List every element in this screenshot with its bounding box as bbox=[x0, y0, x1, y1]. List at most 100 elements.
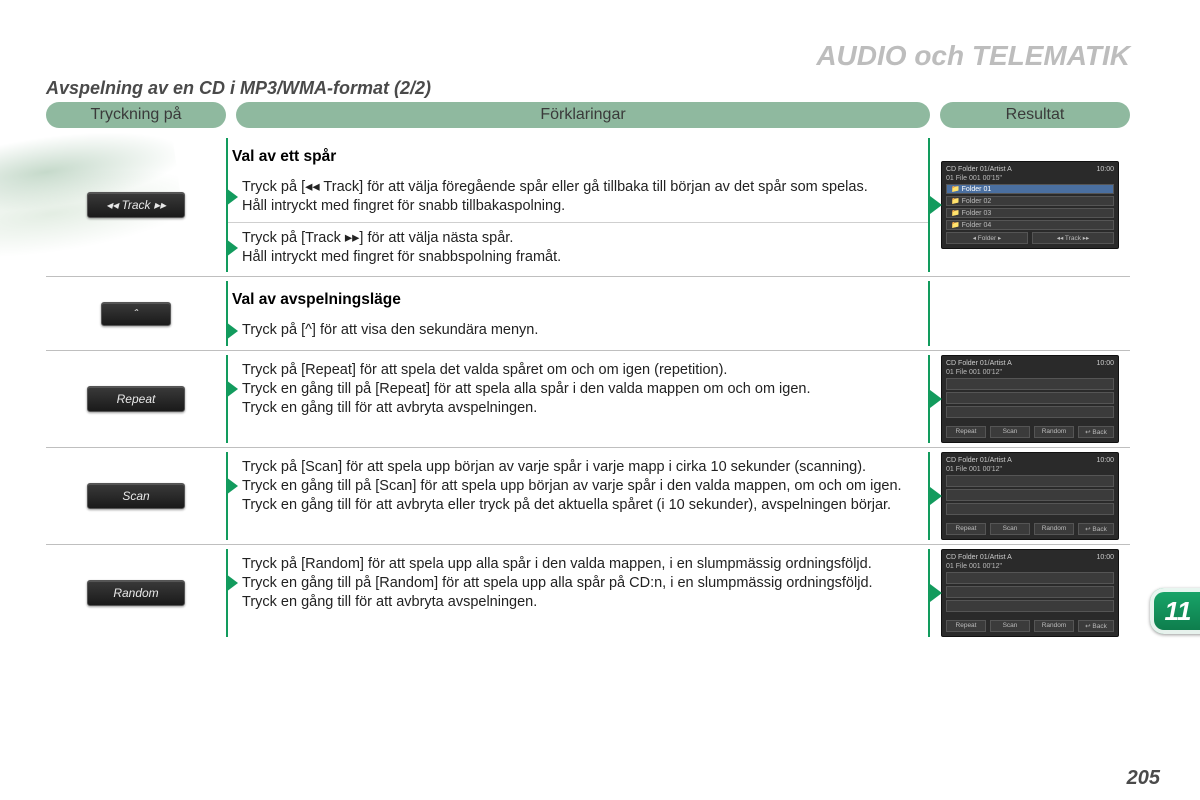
screen-bot: Random bbox=[1034, 620, 1074, 632]
screen-top-left: CD Folder 01/Artist A bbox=[946, 166, 1012, 173]
screen-sub: 01 File 001 00'15" bbox=[946, 175, 1114, 182]
result-mode bbox=[930, 281, 1130, 346]
scan-button: Scan bbox=[87, 483, 185, 509]
content-area: ◂◂ Track ▸▸ Val av ett spår Tryck på [◂◂… bbox=[46, 134, 1130, 780]
chapter-tab: 11 bbox=[1150, 588, 1200, 634]
row-track: ◂◂ Track ▸▸ Val av ett spår Tryck på [◂◂… bbox=[46, 134, 1130, 277]
col-header-result: Resultat bbox=[940, 102, 1130, 128]
press-random: Random bbox=[46, 549, 226, 637]
right-arrow-icon bbox=[930, 390, 942, 408]
random-block: Tryck på [Random] för att spela upp alla… bbox=[228, 549, 928, 618]
up-button: ˆ bbox=[101, 302, 171, 326]
arrow-icon bbox=[226, 322, 238, 340]
screen-row: 📁 Folder 03 bbox=[946, 208, 1114, 218]
screen-top-right: 10:00 bbox=[1096, 360, 1114, 367]
track-p2b: Håll intryckt med fingret för snabbspoln… bbox=[242, 248, 918, 267]
result-scan: CD Folder 01/Artist A10:00 01 File 001 0… bbox=[930, 452, 1130, 540]
track-p1b: Håll intryckt med fingret för snabb till… bbox=[242, 197, 918, 216]
screen-back: ↩ Back bbox=[1078, 523, 1114, 535]
mode-block: Tryck på [^] för att visa den sekundära … bbox=[228, 315, 928, 346]
track-block-2: Tryck på [Track ▸▸] för att välja nästa … bbox=[228, 223, 928, 273]
scan-p3: Tryck en gång till för att avbryta eller… bbox=[242, 496, 918, 515]
screen-row bbox=[946, 392, 1114, 404]
explain-random: Tryck på [Random] för att spela upp alla… bbox=[226, 549, 930, 637]
explain-mode: Val av avspelningsläge Tryck på [^] för … bbox=[226, 281, 930, 346]
press-up: ˆ bbox=[46, 281, 226, 346]
page-subheader: Avspelning av en CD i MP3/WMA-format (2/… bbox=[46, 78, 431, 99]
screen-modes-3: CD Folder 01/Artist A 10:00 01 File 001 0… bbox=[941, 549, 1119, 637]
screen-sub: 01 File 001 00'12" bbox=[946, 369, 1114, 376]
row-random: Random Tryck på [Random] för att spela u… bbox=[46, 545, 1130, 641]
result-repeat: CD Folder 01/Artist A 10:00 01 File 001 0… bbox=[930, 355, 1130, 443]
arrow-icon bbox=[226, 188, 238, 206]
explain-scan: Tryck på [Scan] för att spela upp början… bbox=[226, 452, 930, 540]
screen-row bbox=[946, 475, 1114, 487]
mode-p: Tryck på [^] för att visa den sekundära … bbox=[242, 321, 918, 340]
screen-top-left: CD Folder 01/Artist A bbox=[946, 360, 1012, 367]
screen-folder: CD Folder 01/Artist A10:00 01 File 001 0… bbox=[941, 161, 1119, 249]
track-title: Val av ett spår bbox=[232, 148, 928, 166]
screen-row bbox=[946, 503, 1114, 515]
right-arrow-icon bbox=[930, 196, 942, 214]
col-header-explain: Förklaringar bbox=[236, 102, 930, 128]
screen-row bbox=[946, 586, 1114, 598]
right-arrow-icon bbox=[930, 487, 942, 505]
screen-back: ↩ Back bbox=[1078, 620, 1114, 632]
screen-row bbox=[946, 406, 1114, 418]
random-p2: Tryck en gång till på [Random] för att s… bbox=[242, 574, 918, 593]
column-headers: Tryckning på Förklaringar Resultat bbox=[46, 102, 1130, 128]
mode-title: Val av avspelningsläge bbox=[232, 291, 928, 309]
result-track: CD Folder 01/Artist A10:00 01 File 001 0… bbox=[930, 138, 1130, 272]
screen-bot: Repeat bbox=[946, 426, 986, 438]
screen-row bbox=[946, 600, 1114, 612]
screen-row bbox=[946, 378, 1114, 390]
repeat-p2: Tryck en gång till på [Repeat] för att s… bbox=[242, 380, 918, 399]
screen-sub: 01 File 001 00'12" bbox=[946, 563, 1114, 570]
row-repeat: Repeat Tryck på [Repeat] för att spela d… bbox=[46, 351, 1130, 448]
screen-modes-2: CD Folder 01/Artist A10:00 01 File 001 0… bbox=[941, 452, 1119, 540]
repeat-p1: Tryck på [Repeat] för att spela det vald… bbox=[242, 361, 918, 380]
repeat-block: Tryck på [Repeat] för att spela det vald… bbox=[228, 355, 928, 424]
explain-repeat: Tryck på [Repeat] för att spela det vald… bbox=[226, 355, 930, 443]
arrow-icon bbox=[226, 239, 238, 257]
repeat-button: Repeat bbox=[87, 386, 185, 412]
screen-row bbox=[946, 572, 1114, 584]
screen-top-left: CD Folder 01/Artist A bbox=[946, 457, 1012, 464]
scan-p1: Tryck på [Scan] för att spela upp början… bbox=[242, 458, 918, 477]
screen-row bbox=[946, 489, 1114, 501]
arrow-icon bbox=[226, 380, 238, 398]
scan-p2: Tryck en gång till på [Scan] för att spe… bbox=[242, 477, 918, 496]
screen-top-left: CD Folder 01/Artist A bbox=[946, 554, 1012, 561]
screen-bot: Repeat bbox=[946, 523, 986, 535]
screen-row: 📁 Folder 02 bbox=[946, 196, 1114, 206]
page-number: 205 bbox=[1127, 767, 1160, 790]
screen-back: ↩ Back bbox=[1078, 426, 1114, 438]
screen-row: 📁 Folder 01 bbox=[946, 184, 1114, 194]
screen-bot: Scan bbox=[990, 523, 1030, 535]
arrow-icon bbox=[226, 574, 238, 592]
track-p1a: Tryck på [◂◂ Track] för att välja föregå… bbox=[242, 178, 918, 197]
col-header-press: Tryckning på bbox=[46, 102, 226, 128]
screen-top-right: 10:00 bbox=[1096, 554, 1114, 561]
press-repeat: Repeat bbox=[46, 355, 226, 443]
screen-modes-1: CD Folder 01/Artist A 10:00 01 File 001 0… bbox=[941, 355, 1119, 443]
screen-bot: Repeat bbox=[946, 620, 986, 632]
screen-sub: 01 File 001 00'12" bbox=[946, 466, 1114, 473]
screen-bot: ◂ Folder ▸ bbox=[946, 232, 1028, 244]
page-header: AUDIO och TELEMATIK bbox=[816, 40, 1130, 72]
screen-bot: Scan bbox=[990, 620, 1030, 632]
random-button: Random bbox=[87, 580, 185, 606]
press-track: ◂◂ Track ▸▸ bbox=[46, 138, 226, 272]
scan-block: Tryck på [Scan] för att spela upp början… bbox=[228, 452, 928, 521]
row-mode: ˆ Val av avspelningsläge Tryck på [^] fö… bbox=[46, 277, 1130, 351]
arrow-icon bbox=[226, 477, 238, 495]
repeat-p3: Tryck en gång till för att avbryta avspe… bbox=[242, 399, 918, 418]
random-p1: Tryck på [Random] för att spela upp alla… bbox=[242, 555, 918, 574]
screen-bot: Scan bbox=[990, 426, 1030, 438]
screen-bot: Random bbox=[1034, 523, 1074, 535]
screen-row: 📁 Folder 04 bbox=[946, 220, 1114, 230]
result-random: CD Folder 01/Artist A 10:00 01 File 001 0… bbox=[930, 549, 1130, 637]
screen-bot: Random bbox=[1034, 426, 1074, 438]
track-block-1: Tryck på [◂◂ Track] för att välja föregå… bbox=[228, 172, 928, 222]
random-p3: Tryck en gång till för att avbryta avspe… bbox=[242, 593, 918, 612]
